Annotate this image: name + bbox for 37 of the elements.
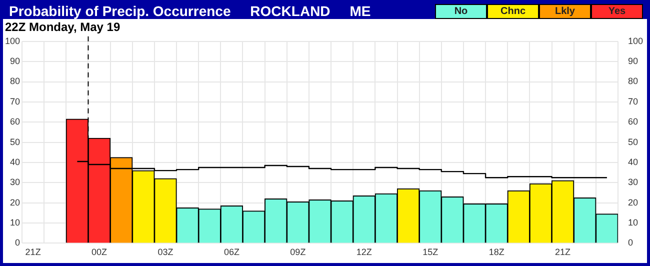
y-tick-label: 10	[10, 218, 20, 228]
x-tick-label: 21Z	[25, 247, 42, 258]
y-tick-label: 30	[10, 177, 20, 188]
y-tick-label: 60	[10, 116, 20, 127]
text: Lkly	[539, 4, 591, 18]
text: Yes	[591, 4, 643, 18]
y-tick-label: 0	[15, 238, 20, 248]
y2-tick-label: 50	[628, 136, 638, 147]
y-tick-label: 70	[10, 96, 20, 106]
x-tick-label: 03Z	[158, 247, 174, 258]
y2-tick-label: 80	[628, 76, 638, 86]
x-tick-label: 21Z	[555, 247, 572, 258]
x-tick-label: 15Z	[422, 247, 439, 258]
y-tick-label: 90	[10, 56, 20, 66]
chart-subtitle: 22Z Monday, May 19	[5, 20, 120, 34]
y2-tick-label: 30	[628, 177, 638, 188]
y2-tick-label: 40	[628, 156, 638, 167]
x-tick-label: 09Z	[290, 247, 306, 258]
y2-tick-label: 90	[628, 56, 638, 66]
y2-tick-label: 0	[628, 238, 633, 248]
y-tick-label: 40	[10, 156, 20, 167]
y-tick-label: 20	[10, 197, 20, 208]
x-tick-label: 18Z	[488, 247, 505, 258]
text: Chnc	[487, 4, 539, 18]
chart-title: Probability of Precip. Occurrence ROCKLAND ME	[8, 3, 371, 19]
y2-tick-label: 10	[628, 218, 638, 228]
y2-tick-label: 60	[628, 116, 638, 127]
y2-tick-label: 70	[628, 96, 638, 106]
y2-tick-label: 20	[628, 197, 638, 208]
y2-tick-label: 100	[628, 36, 644, 46]
y-tick-label: 80	[10, 76, 20, 86]
x-tick-label: 12Z	[356, 247, 372, 258]
y-tick-label: 100	[4, 36, 20, 46]
y-tick-label: 50	[10, 136, 20, 147]
x-tick-label: 06Z	[224, 247, 240, 258]
x-tick-label: 00Z	[92, 247, 108, 258]
text: No	[435, 4, 487, 18]
